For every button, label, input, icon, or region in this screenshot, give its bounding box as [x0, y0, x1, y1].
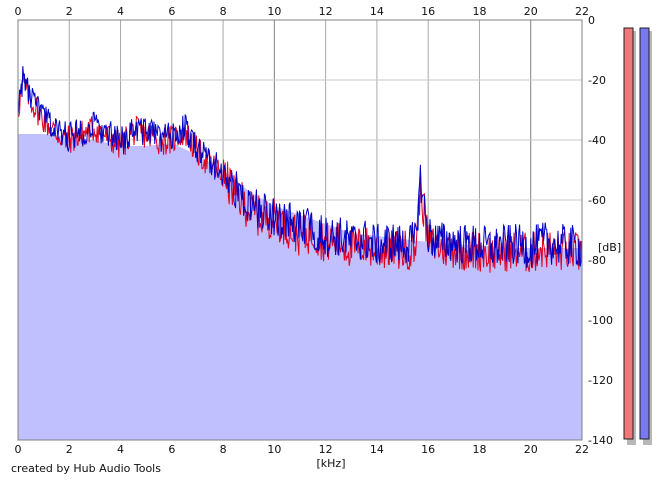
- x-tick-label-bottom: 2: [66, 443, 73, 456]
- y-tick-label: -40: [588, 134, 606, 147]
- x-tick-label-bottom: 12: [319, 443, 333, 456]
- level-meter-bar: [639, 27, 650, 440]
- level-meters: [623, 27, 652, 445]
- x-tick-label-top: 22: [575, 5, 589, 18]
- x-tick-label-top: 20: [524, 5, 538, 18]
- x-tick-label-top: 6: [168, 5, 175, 18]
- y-tick-label: 0: [588, 14, 595, 27]
- x-tick-label-bottom: 0: [15, 443, 22, 456]
- y-tick-label: -120: [588, 374, 613, 387]
- y-tick-label: -60: [588, 194, 606, 207]
- x-tick-label-top: 18: [472, 5, 486, 18]
- x-tick-label-bottom: 6: [168, 443, 175, 456]
- spectrum-fill-area: [18, 134, 582, 440]
- x-tick-label-top: 10: [267, 5, 281, 18]
- x-tick-label-bottom: 18: [472, 443, 486, 456]
- x-tick-label-bottom: 4: [117, 443, 124, 456]
- x-tick-label-bottom: 20: [524, 443, 538, 456]
- plot-frame: [17, 19, 583, 441]
- x-tick-label-top: 4: [117, 5, 124, 18]
- x-tick-label-bottom: 14: [370, 443, 384, 456]
- x-tick-label-top: 0: [15, 5, 22, 18]
- x-tick-label-bottom: 10: [267, 443, 281, 456]
- x-tick-label-top: 2: [66, 5, 73, 18]
- y-tick-labels-right: 0 -20 -40 -60 -80 -100 -120 -140: [588, 14, 613, 447]
- y-tick-label: -80: [588, 254, 606, 267]
- y-tick-label: -100: [588, 314, 613, 327]
- y-tick-label: -20: [588, 74, 606, 87]
- x-tick-label-top: 16: [421, 5, 435, 18]
- x-tick-labels-top: 0 2 4 6 8 10 12 14 16 18 20 22: [15, 5, 590, 18]
- credit-text: created by Hub Audio Tools: [11, 462, 161, 475]
- x-tick-label-bottom: 8: [220, 443, 227, 456]
- x-tick-labels-bottom: 0 2 4 6 8 10 12 14 16 18 20 22: [15, 443, 590, 456]
- x-tick-label-top: 12: [319, 5, 333, 18]
- x-axis-label: [kHz]: [317, 457, 346, 470]
- x-tick-label-bottom: 22: [575, 443, 589, 456]
- y-tick-label: -140: [588, 434, 613, 447]
- x-tick-label-top: 8: [220, 5, 227, 18]
- level-meter-bar: [623, 27, 634, 440]
- x-tick-label-top: 14: [370, 5, 384, 18]
- series-line-blue: [17, 66, 582, 269]
- x-tick-label-bottom: 16: [421, 443, 435, 456]
- y-axis-label: [dB]: [598, 241, 621, 254]
